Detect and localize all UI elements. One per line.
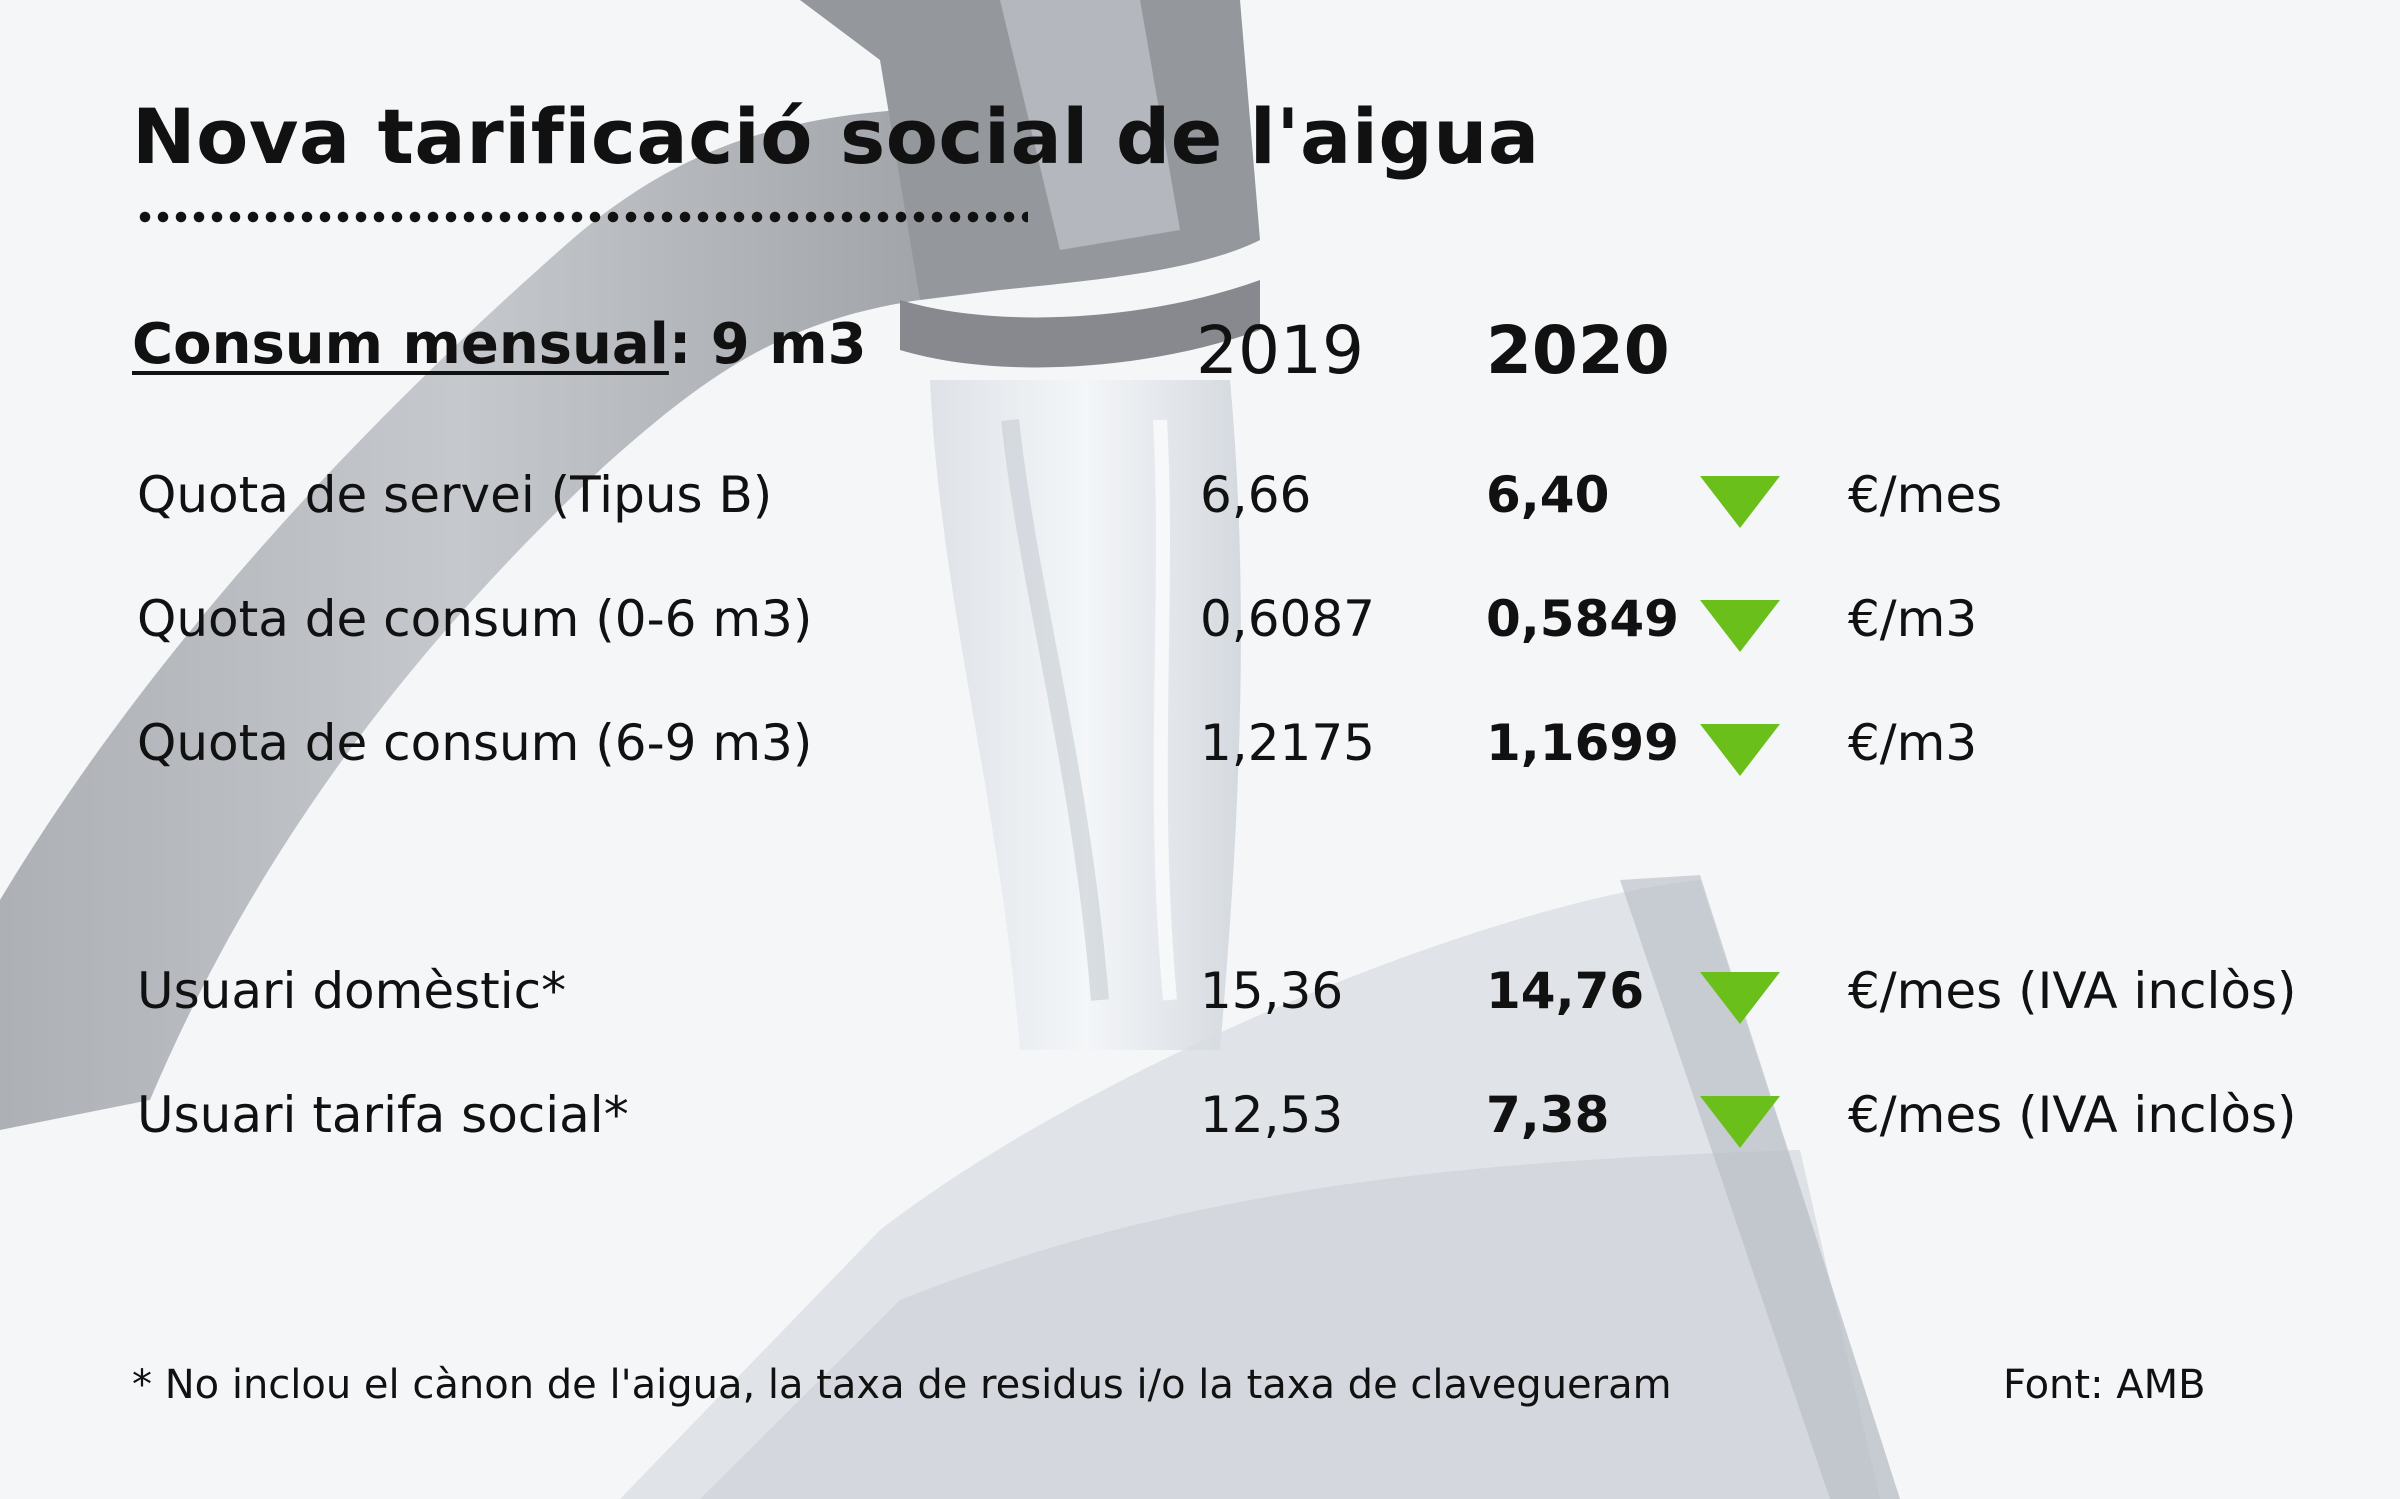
row-label: Quota de servei (Tipus B) [137,466,773,524]
unit: €/mes (IVA inclòs) [1848,962,2297,1020]
source-credit: Font: AMB [2003,1362,2206,1408]
tariff-row: Quota de servei (Tipus B) 6,66 6,40 €/me… [0,466,2400,536]
triangle-down-icon [1700,600,1780,652]
value-2020: 0,5849 [1486,590,1679,648]
unit: €/mes [1848,466,2003,524]
value-2020: 1,1699 [1486,714,1679,772]
row-label: Usuari tarifa social* [137,1086,629,1144]
tariff-row: Usuari domèstic* 15,36 14,76 €/mes (IVA … [0,962,2400,1032]
triangle-down-icon [1700,1096,1780,1148]
row-label: Quota de consum (6-9 m3) [137,714,813,772]
value-2019: 15,36 [1200,962,1344,1020]
unit: €/m3 [1848,714,1978,772]
triangle-down-icon [1700,476,1780,528]
row-label: Quota de consum (0-6 m3) [137,590,813,648]
tariff-row: Usuari tarifa social* 12,53 7,38 €/mes (… [0,1086,2400,1156]
unit: €/m3 [1848,590,1978,648]
tariff-row: Quota de consum (0-6 m3) 0,6087 0,5849 €… [0,590,2400,660]
row-label: Usuari domèstic* [137,962,567,1020]
value-2019: 6,66 [1200,466,1312,524]
monthly-consumption-value: : 9 m3 [668,312,867,377]
value-2020: 6,40 [1486,466,1610,524]
value-2019: 1,2175 [1200,714,1375,772]
unit: €/mes (IVA inclòs) [1848,1086,2297,1144]
year-2020-header: 2020 [1486,312,1670,389]
value-2020: 14,76 [1486,962,1645,1020]
monthly-consumption-label: Consum mensual [132,312,669,377]
value-2019: 12,53 [1200,1086,1344,1144]
dotted-divider [136,210,1028,224]
year-2019-header: 2019 [1196,312,1364,389]
tariff-row: Quota de consum (6-9 m3) 1,2175 1,1699 €… [0,714,2400,784]
triangle-down-icon [1700,724,1780,776]
monthly-consumption-heading: Consum mensual: 9 m3 [132,312,867,377]
value-2020: 7,38 [1486,1086,1610,1144]
triangle-down-icon [1700,972,1780,1024]
value-2019: 0,6087 [1200,590,1375,648]
footnote: * No inclou el cànon de l'aigua, la taxa… [132,1362,1672,1408]
page-title: Nova tarificació social de l'aigua [132,92,1540,181]
